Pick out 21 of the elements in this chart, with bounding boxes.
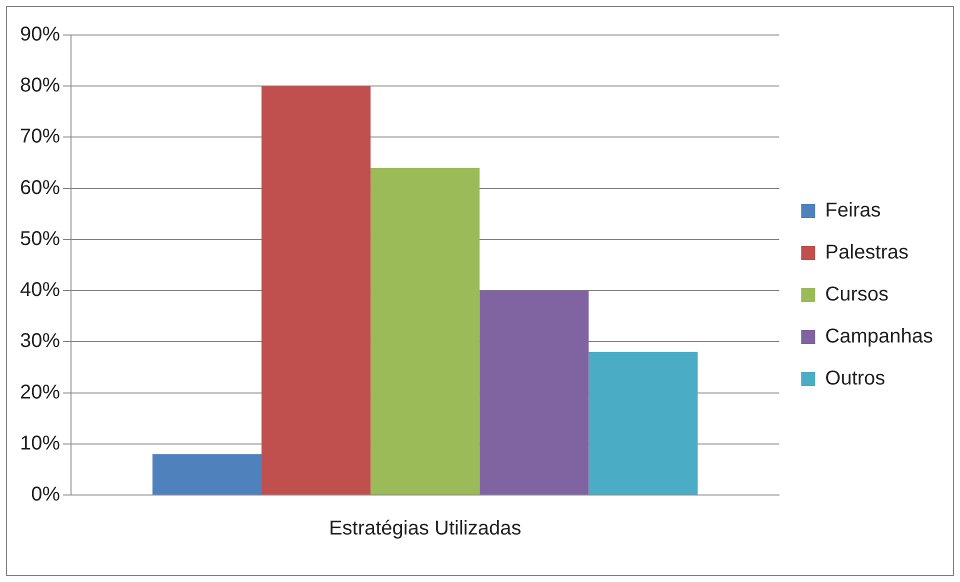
y-tick-label: 70%: [20, 126, 60, 148]
bar: [262, 86, 371, 494]
bar: [480, 290, 589, 494]
y-tick-label: 50%: [20, 228, 60, 250]
y-tick-label: 10%: [20, 432, 60, 454]
legend-label: Outros: [825, 368, 886, 390]
bar: [370, 168, 480, 494]
bar: [588, 352, 698, 494]
y-tick-label: 20%: [20, 381, 60, 404]
legend-label: Palestras: [825, 242, 909, 264]
x-tick-label: Estratégias Utilizadas: [328, 518, 522, 540]
y-tick-label: 40%: [20, 279, 60, 302]
legend-label: Campanhas: [825, 326, 933, 348]
y-tick-label: 30%: [20, 330, 60, 352]
bar: [152, 454, 262, 494]
legend-label: Cursos: [825, 284, 889, 306]
legend-label: Feiras: [825, 200, 881, 222]
y-tick-label: 60%: [20, 176, 60, 199]
y-tick-label: 90%: [20, 24, 60, 46]
y-tick-label: 80%: [20, 74, 60, 97]
y-tick-label: 0%: [31, 484, 60, 506]
